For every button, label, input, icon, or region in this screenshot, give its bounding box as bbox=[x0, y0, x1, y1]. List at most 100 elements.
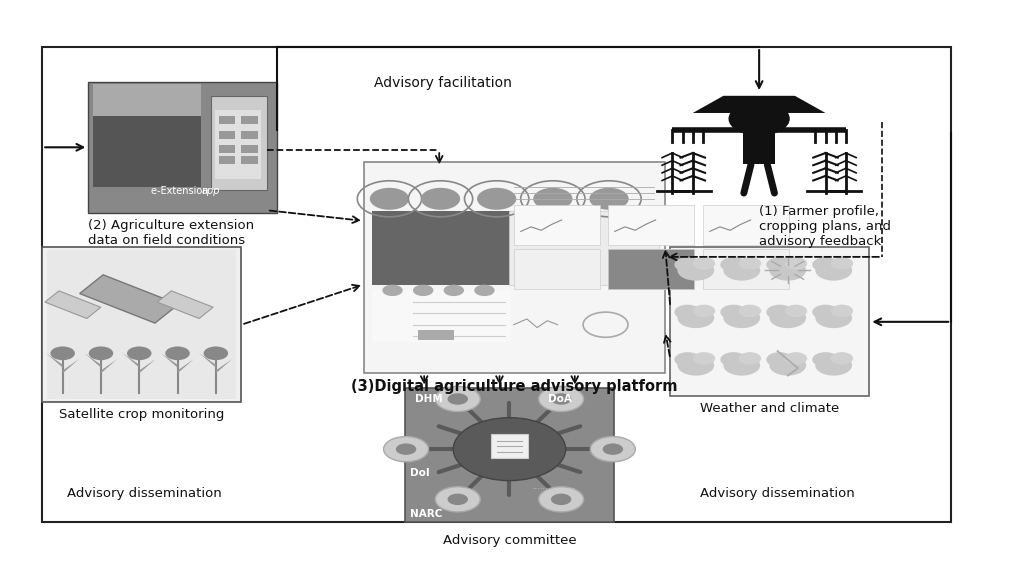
Bar bbox=[211, 96, 267, 190]
Circle shape bbox=[413, 285, 433, 296]
Circle shape bbox=[738, 257, 761, 270]
Circle shape bbox=[830, 352, 853, 365]
Circle shape bbox=[443, 285, 464, 296]
Polygon shape bbox=[161, 353, 177, 367]
Circle shape bbox=[693, 305, 715, 317]
Circle shape bbox=[815, 308, 852, 328]
Circle shape bbox=[830, 257, 853, 270]
Circle shape bbox=[678, 308, 714, 328]
Text: DHM: DHM bbox=[415, 394, 442, 404]
Circle shape bbox=[435, 386, 480, 412]
Circle shape bbox=[551, 493, 571, 505]
Text: Weather and climate: Weather and climate bbox=[700, 402, 840, 415]
Bar bbox=[372, 210, 511, 285]
Circle shape bbox=[591, 436, 635, 462]
Bar bbox=[742, 121, 775, 164]
Bar bbox=[42, 247, 242, 402]
Polygon shape bbox=[80, 275, 178, 323]
Circle shape bbox=[720, 352, 746, 367]
Circle shape bbox=[370, 188, 410, 210]
Circle shape bbox=[720, 257, 746, 272]
Circle shape bbox=[720, 305, 746, 320]
Circle shape bbox=[812, 305, 839, 320]
Polygon shape bbox=[85, 353, 101, 367]
Circle shape bbox=[678, 355, 714, 375]
Bar bbox=[88, 82, 278, 213]
Bar bbox=[671, 247, 869, 396]
Bar bbox=[47, 250, 237, 399]
Bar bbox=[702, 248, 790, 289]
Bar bbox=[242, 116, 258, 124]
Circle shape bbox=[127, 347, 152, 360]
Text: (2) Agriculture extension
data on field conditions: (2) Agriculture extension data on field … bbox=[88, 219, 254, 247]
Circle shape bbox=[723, 308, 760, 328]
Text: Satellite crop monitoring: Satellite crop monitoring bbox=[59, 408, 224, 421]
Circle shape bbox=[812, 352, 839, 367]
Circle shape bbox=[738, 352, 761, 365]
Text: Advisory dissemination: Advisory dissemination bbox=[67, 487, 222, 500]
Circle shape bbox=[89, 347, 114, 360]
Text: NARC: NARC bbox=[410, 508, 442, 519]
Text: Advisory dissemination: Advisory dissemination bbox=[700, 487, 855, 500]
Polygon shape bbox=[216, 359, 232, 373]
Bar bbox=[42, 47, 951, 522]
Polygon shape bbox=[139, 359, 156, 373]
Circle shape bbox=[678, 260, 714, 281]
Bar bbox=[93, 85, 201, 116]
Bar bbox=[215, 110, 261, 179]
Circle shape bbox=[728, 102, 790, 136]
Bar bbox=[514, 205, 600, 244]
Circle shape bbox=[766, 305, 793, 320]
Bar bbox=[607, 248, 694, 289]
Circle shape bbox=[204, 347, 228, 360]
Polygon shape bbox=[200, 353, 216, 367]
Polygon shape bbox=[101, 359, 118, 373]
Circle shape bbox=[766, 257, 793, 272]
Text: Advisory committee: Advisory committee bbox=[442, 534, 577, 547]
Circle shape bbox=[723, 355, 760, 375]
Circle shape bbox=[693, 257, 715, 270]
Text: e-Extension: e-Extension bbox=[151, 186, 215, 197]
Bar bbox=[404, 388, 614, 522]
Circle shape bbox=[738, 305, 761, 317]
Bar bbox=[514, 248, 600, 289]
Circle shape bbox=[769, 260, 806, 281]
Text: Advisory facilitation: Advisory facilitation bbox=[374, 76, 512, 90]
Text: DoA: DoA bbox=[548, 394, 571, 404]
Bar bbox=[242, 156, 258, 164]
Polygon shape bbox=[62, 359, 79, 373]
Bar bbox=[219, 145, 236, 153]
Polygon shape bbox=[46, 353, 62, 367]
Polygon shape bbox=[45, 291, 100, 319]
Polygon shape bbox=[693, 96, 825, 113]
Bar bbox=[702, 205, 790, 244]
Circle shape bbox=[551, 393, 571, 405]
Bar bbox=[372, 290, 511, 342]
Circle shape bbox=[539, 386, 584, 412]
Bar bbox=[219, 156, 236, 164]
Circle shape bbox=[590, 188, 629, 210]
Text: (1) Farmer profile,
cropping plans, and
advisory feedback: (1) Farmer profile, cropping plans, and … bbox=[759, 205, 891, 247]
Circle shape bbox=[830, 305, 853, 317]
Circle shape bbox=[447, 393, 468, 405]
Circle shape bbox=[784, 305, 807, 317]
Circle shape bbox=[769, 355, 806, 375]
Bar bbox=[509, 210, 659, 285]
Bar bbox=[607, 205, 694, 244]
Circle shape bbox=[382, 285, 402, 296]
Bar bbox=[242, 145, 258, 153]
Text: ...: ... bbox=[566, 482, 574, 491]
Circle shape bbox=[50, 347, 75, 360]
Text: app: app bbox=[202, 186, 220, 197]
Text: (3)Digital agriculture advisory platform: (3)Digital agriculture advisory platform bbox=[351, 379, 678, 394]
Circle shape bbox=[675, 305, 700, 320]
Circle shape bbox=[396, 443, 417, 455]
Circle shape bbox=[454, 417, 565, 481]
Circle shape bbox=[766, 352, 793, 367]
Circle shape bbox=[477, 188, 516, 210]
Circle shape bbox=[603, 443, 623, 455]
Bar bbox=[492, 434, 527, 458]
Circle shape bbox=[812, 257, 839, 272]
Circle shape bbox=[769, 308, 806, 328]
Polygon shape bbox=[123, 353, 139, 367]
